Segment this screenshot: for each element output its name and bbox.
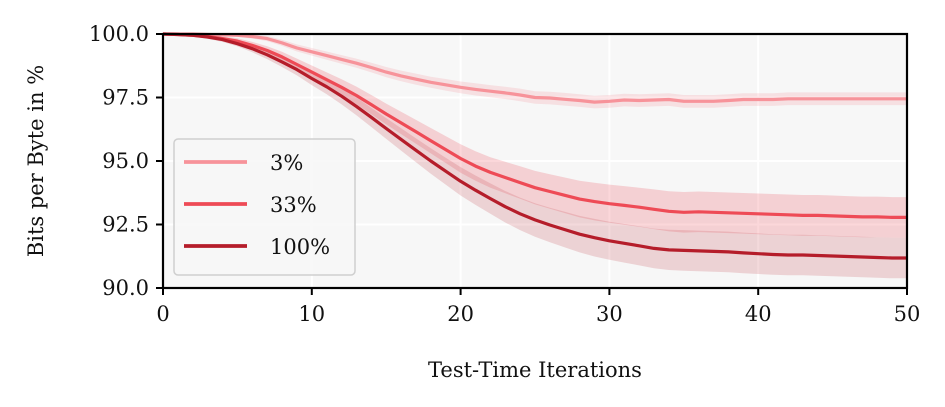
band-2 (163, 34, 907, 279)
y-axis-label: Bits per Byte in % (24, 65, 48, 257)
band-0 (163, 34, 907, 109)
legend-label-2: 100% (270, 235, 330, 259)
x-axis-label: Test-Time Iterations (428, 358, 642, 382)
y-tick-label-2: 95.0 (102, 149, 149, 173)
y-tick-label-4: 100.0 (89, 22, 149, 46)
legend-label-0: 3% (270, 151, 303, 175)
x-tick-label-0: 0 (156, 302, 169, 326)
x-tick-label-4: 40 (745, 302, 772, 326)
series-line-2 (162, 32, 907, 260)
band-1 (163, 34, 907, 238)
y-axis-ticks: 90.0 92.5 95.0 97.5 100.0 (89, 22, 163, 300)
x-tick-label-1: 10 (298, 302, 325, 326)
x-tick-label-2: 20 (447, 302, 474, 326)
series-line-1 (162, 32, 907, 219)
y-tick-label-0: 90.0 (102, 276, 149, 300)
x-axis-ticks: 0 10 20 30 40 50 (156, 288, 920, 326)
series-lines (162, 32, 907, 260)
x-tick-label-5: 50 (894, 302, 921, 326)
y-tick-label-3: 97.5 (102, 86, 149, 110)
error-bands (163, 34, 907, 279)
legend-box (173, 138, 356, 276)
legend: 3% 33% 100% (173, 138, 356, 276)
series-line-0 (163, 32, 907, 104)
y-tick-label-1: 92.5 (102, 213, 149, 237)
x-tick-label-3: 30 (596, 302, 623, 326)
legend-label-1: 33% (270, 193, 317, 217)
